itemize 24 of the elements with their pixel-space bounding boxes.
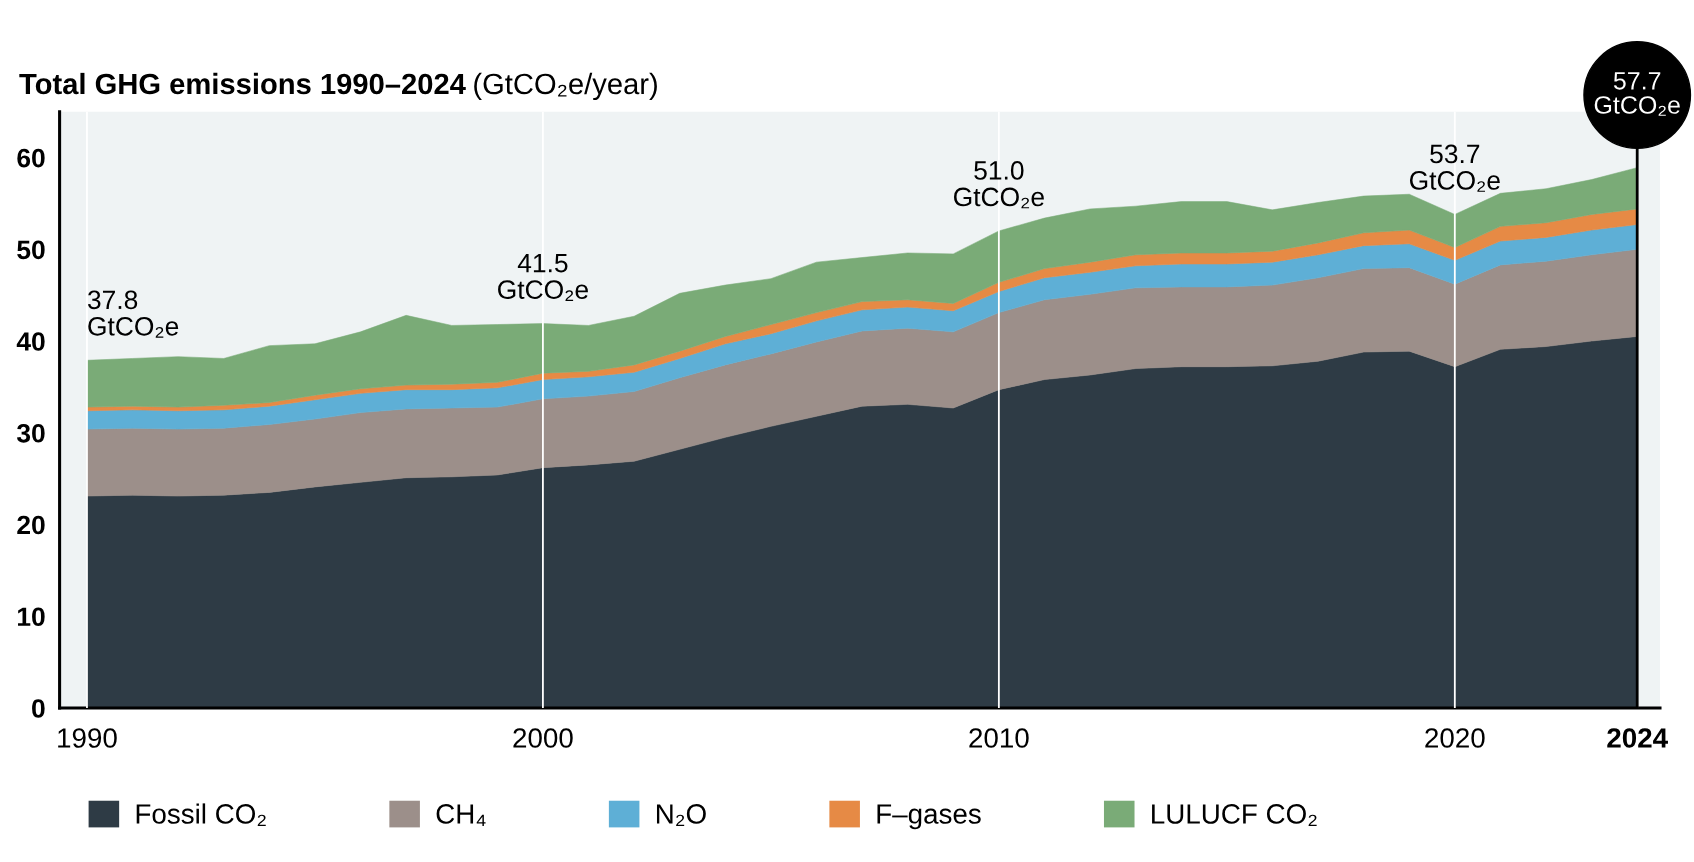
legend-label: LULUCF CO₂ bbox=[1152, 804, 1317, 826]
legend-label: CH₄ bbox=[436, 804, 486, 826]
y-tick-label: 60 bbox=[17, 148, 45, 168]
legend-label: Fossil CO₂ bbox=[136, 803, 266, 826]
x-tick-label: 2010 bbox=[969, 728, 1029, 748]
annotation: 41.5 GtCO₂e bbox=[498, 254, 588, 301]
annotation: 53.7 GtCO₂e bbox=[1409, 144, 1500, 192]
y-tick-label: 0 bbox=[32, 699, 45, 718]
y-tick-label: 40 bbox=[16, 332, 45, 351]
annotation: 37.8 GtCO₂e bbox=[87, 290, 179, 338]
legend-label: F–gases bbox=[877, 804, 981, 830]
annotation: 51.0 GtCO₂e bbox=[954, 161, 1044, 209]
legend-label: N₂O bbox=[656, 804, 706, 826]
x-tick-label: 2000 bbox=[513, 728, 573, 748]
chart-title: Total GHG emissions 1990–2024 bbox=[19, 72, 466, 95]
y-tick-label: 50 bbox=[17, 240, 45, 260]
y-tick-label: 10 bbox=[18, 607, 45, 627]
x-tick-label: 2020 bbox=[1425, 728, 1485, 748]
y-tick-label: 20 bbox=[17, 515, 45, 535]
y-axis-title: (GtCO₂e/year) bbox=[474, 72, 657, 101]
ref-line-label: 57.7 GtCO₂e bbox=[1594, 72, 1680, 116]
y-tick-label: 30 bbox=[16, 423, 45, 443]
x-tick-label: 1990 bbox=[58, 728, 117, 748]
x-tick-label: 2024 bbox=[1607, 728, 1668, 748]
